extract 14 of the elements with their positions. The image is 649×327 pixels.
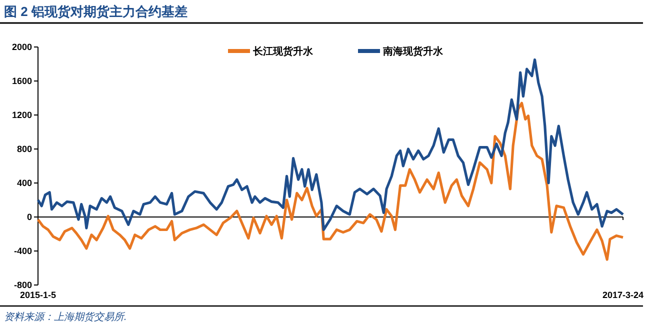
y-tick-label: 1200: [12, 110, 32, 120]
y-tick-label: -800: [14, 280, 32, 290]
y-tick-label: 0: [26, 212, 32, 222]
y-tick-label: 400: [16, 178, 32, 188]
y-tick-label: 800: [16, 144, 32, 154]
chart-title: 图 2 铝现货对期货主力合约基差: [4, 4, 188, 19]
y-tick-label: 1600: [12, 76, 32, 86]
x-tick-label: 2015-1-5: [20, 290, 56, 300]
legend-label: 南海现货升水: [382, 46, 444, 58]
y-tick-label: -400: [14, 246, 32, 256]
x-tick-label: 2017-3-24: [602, 290, 644, 300]
legend-label: 长江现货升水: [252, 46, 314, 58]
y-tick-label: 2000: [12, 42, 32, 52]
text: 资料来源：上海期货交易所.: [4, 311, 127, 323]
